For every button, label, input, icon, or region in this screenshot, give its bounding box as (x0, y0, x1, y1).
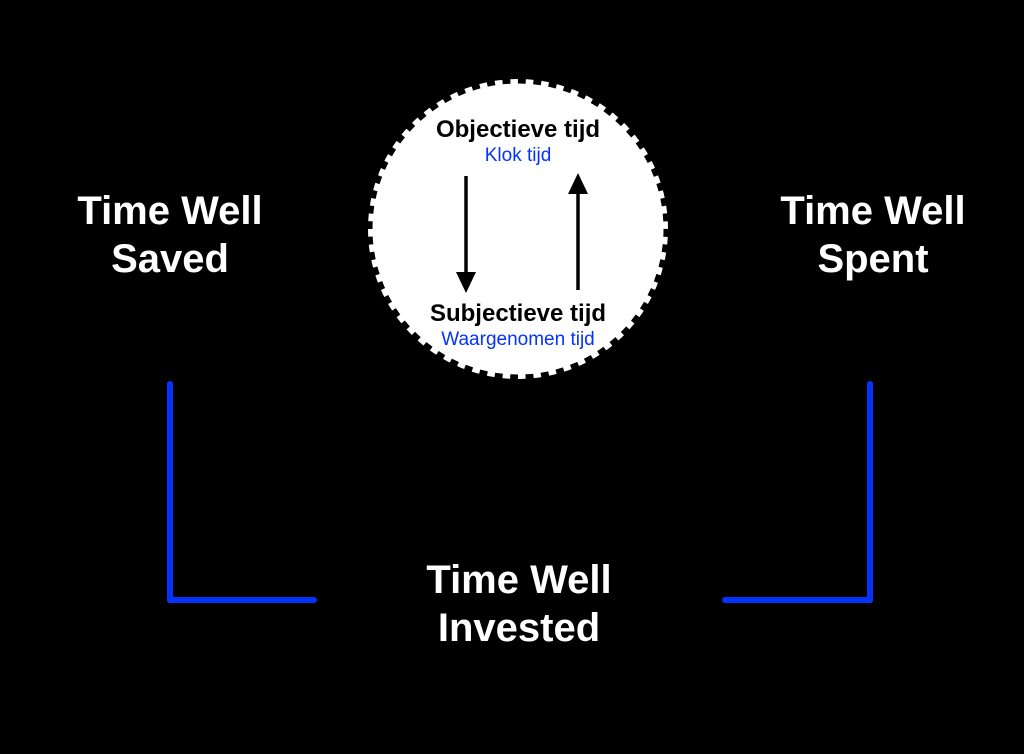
perceived-time-subtitle: Waargenomen tijd (441, 329, 595, 350)
label-line: Time Well (780, 189, 966, 233)
dashed-circle-graphic (363, 74, 673, 384)
label-line: Time Well (426, 558, 612, 602)
time-concept-circle: Objectieve tijd Klok tijd Subjectieve ti… (363, 74, 673, 384)
clock-time-subtitle: Klok tijd (484, 145, 552, 166)
label-line: Invested (437, 606, 601, 650)
subjective-time-title: Subjectieve tijd (429, 300, 607, 327)
right-bracket-vertical-line (867, 381, 873, 603)
label-line: Spent (817, 237, 929, 281)
arrow-down-icon (456, 176, 476, 293)
label-time-well-spent: Time Well Spent (743, 187, 1003, 283)
label-time-well-invested: Time Well Invested (389, 556, 649, 652)
objective-time-title: Objectieve tijd (435, 116, 601, 143)
arrow-up-icon (568, 173, 588, 290)
left-bracket-vertical-line (167, 381, 173, 603)
right-bracket-horizontal-line (722, 597, 873, 603)
label-line: Time Well (77, 189, 263, 233)
left-bracket-horizontal-line (167, 597, 317, 603)
label-time-well-saved: Time Well Saved (40, 187, 300, 283)
label-line: Saved (111, 237, 229, 281)
